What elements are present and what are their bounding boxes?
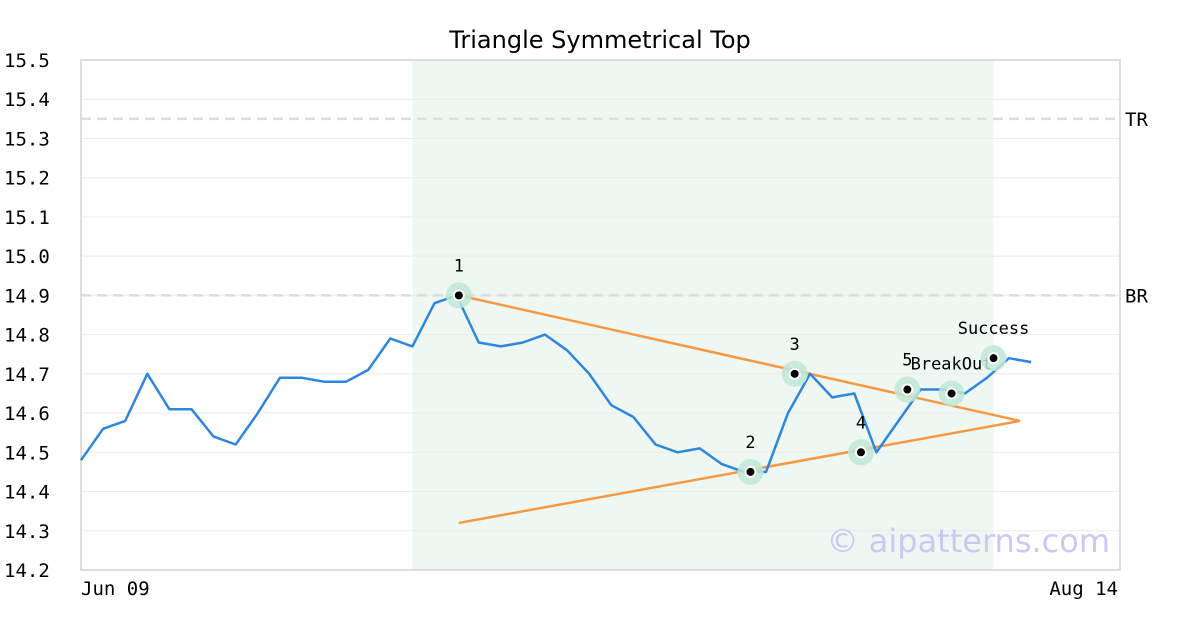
y-tick-label: 14.2 [4, 560, 50, 582]
point-label-breakout: BreakOut [911, 354, 993, 374]
y-tick-label: 15.3 [4, 128, 50, 150]
y-tick-label: 15.1 [4, 207, 50, 229]
chart-title: Triangle Symmetrical Top [448, 26, 751, 54]
point-label-1: 1 [454, 256, 464, 276]
point-label-3: 3 [790, 335, 800, 355]
y-tick-label: 15.2 [4, 168, 50, 190]
y-tick-label: 15.0 [4, 246, 50, 268]
y-tick-label: 14.9 [4, 285, 50, 307]
price-line [79, 294, 1032, 474]
point-dot-5 [901, 383, 914, 396]
pattern-window [412, 60, 994, 570]
reference-label-tr: TR [1125, 109, 1148, 131]
x-start-label: Jun 09 [81, 578, 150, 600]
y-tick-label: 14.7 [4, 364, 50, 386]
point-label-success: Success [958, 319, 1030, 339]
y-tick-label: 14.8 [4, 325, 50, 347]
y-tick-labels: 15.5 15.4 15.3 15.2 15.1 15.0 14.9 14.8 14.7 14.6… [4, 50, 50, 582]
y-tick-label: 14.6 [4, 403, 50, 425]
point-dot-4 [854, 446, 867, 459]
point-dot-3 [788, 367, 801, 380]
y-tick-label: 14.3 [4, 521, 50, 543]
y-tick-label: 15.4 [4, 89, 50, 111]
pattern-window-layer [412, 60, 994, 570]
point-dot-breakout [945, 387, 958, 400]
reference-label-br: BR [1125, 285, 1148, 307]
plot-frame [80, 59, 1121, 571]
point-label-2: 2 [745, 433, 755, 453]
y-tick-label: 15.5 [4, 50, 50, 72]
y-tick-label: 14.4 [4, 482, 50, 504]
point-label-4: 4 [856, 413, 866, 433]
point-dot-2 [744, 465, 757, 478]
point-dot-1 [452, 289, 465, 302]
watermark: © aipatterns.com [827, 522, 1110, 560]
point-dot-success [987, 352, 1000, 365]
series-layer [79, 294, 1032, 474]
trendline-upper [458, 294, 1021, 423]
point-label-5: 5 [902, 351, 912, 371]
reference-lines-layer: TR BR [81, 109, 1148, 307]
y-tick-label: 14.5 [4, 442, 50, 464]
x-end-label: Aug 14 [1049, 578, 1118, 600]
